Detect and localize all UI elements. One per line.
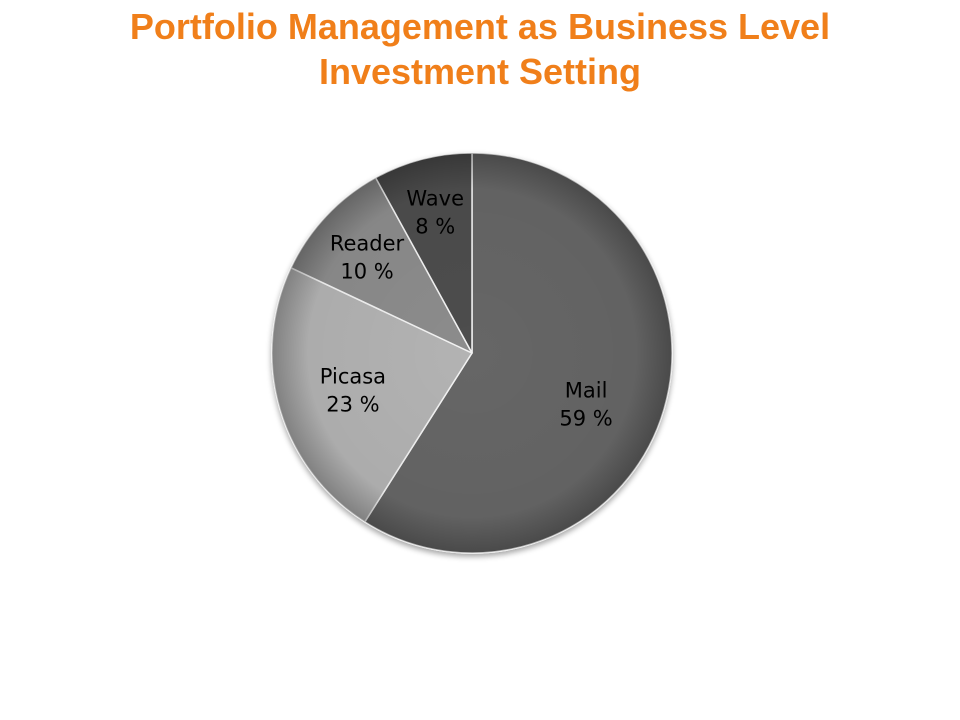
- slide-title-line2: Investment Setting: [318, 51, 642, 92]
- pie-label-mail: Mail 59 %: [559, 379, 612, 431]
- pie-label-value: 10 %: [340, 259, 393, 283]
- pie-label-name: Reader: [330, 231, 405, 255]
- pie-labels: Mail 59 % Picasa 23 % Reader 10 % Wave 8 %: [320, 187, 613, 431]
- pie-label-value: 8 %: [415, 215, 455, 239]
- pie-label-name: Picasa: [320, 365, 386, 389]
- pie-slices: [271, 152, 673, 554]
- slide-title: Portfolio Management as Business Level I…: [0, 4, 960, 94]
- slide-title-line1: Portfolio Management as Business Level: [129, 6, 831, 47]
- pie-label-value: 59 %: [559, 407, 612, 431]
- pie-label-name: Wave: [406, 187, 464, 211]
- pie-label-name: Mail: [565, 379, 608, 403]
- pie-label-picasa: Picasa 23 %: [320, 365, 386, 417]
- pie-label-reader: Reader 10 %: [330, 231, 405, 283]
- pie-label-value: 23 %: [326, 393, 379, 417]
- pie-label-wave: Wave 8 %: [406, 187, 464, 239]
